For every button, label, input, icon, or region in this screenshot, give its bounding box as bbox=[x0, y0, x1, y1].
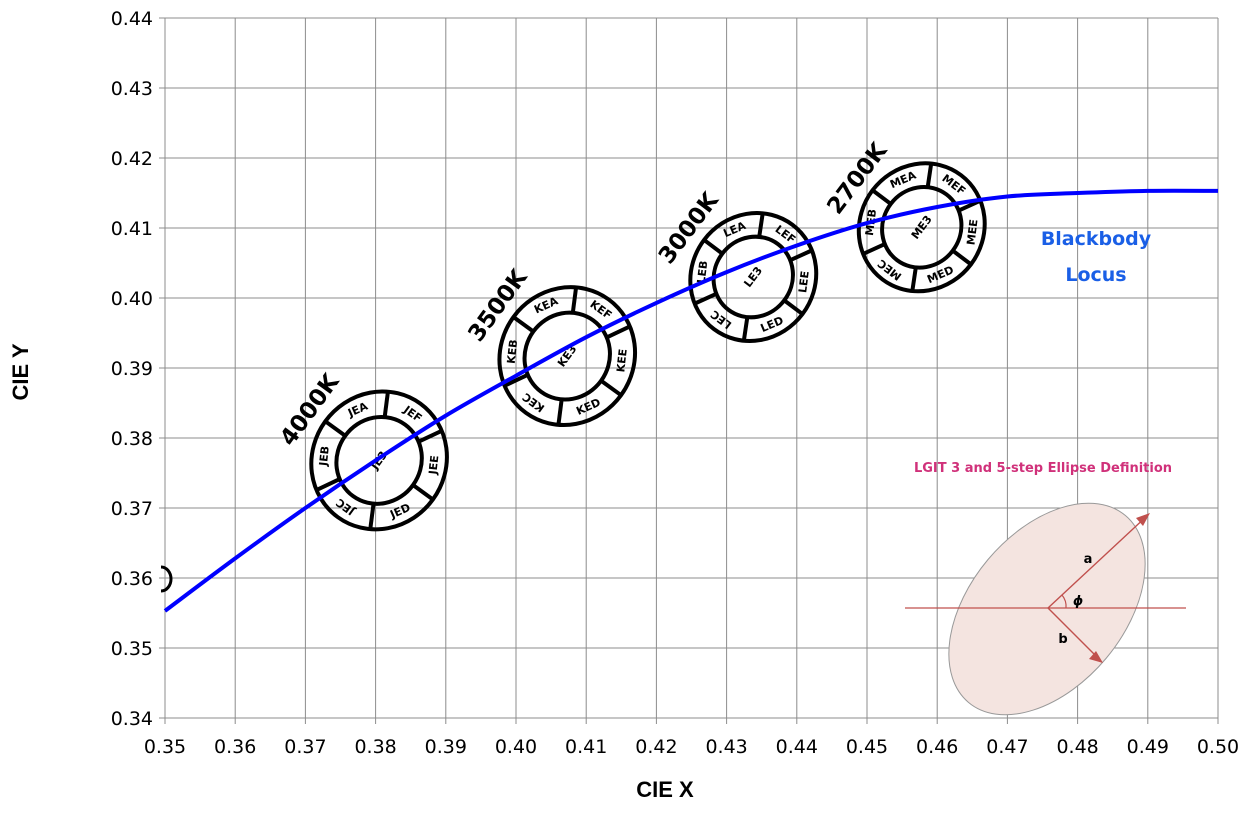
bin-segment-divider bbox=[570, 287, 579, 314]
bin-segment-divider bbox=[789, 248, 813, 263]
bin-segment-divider bbox=[556, 399, 564, 426]
x-tick-label: 0.48 bbox=[1056, 736, 1098, 758]
inset-arrowhead-a bbox=[1136, 513, 1150, 526]
bin-segment-divider bbox=[599, 379, 623, 397]
bin-segment-label: KEB bbox=[505, 339, 520, 365]
y-tick-label: 0.42 bbox=[111, 148, 153, 170]
bin-segment-divider bbox=[693, 291, 718, 306]
inset-title: LGIT 3 and 5-step Ellipse Definition bbox=[914, 461, 1172, 476]
y-axis-title: CIE Y bbox=[8, 343, 33, 400]
y-tick-label: 0.35 bbox=[111, 638, 153, 660]
bin-segment-divider bbox=[910, 267, 918, 292]
bin-segment-label: LEB bbox=[695, 260, 711, 284]
y-tick-label: 0.36 bbox=[111, 568, 153, 590]
bin-segment-divider bbox=[702, 238, 724, 256]
bin-segment-divider bbox=[382, 391, 390, 418]
inset-major-axis-arrow bbox=[1047, 514, 1149, 609]
inset-angle-arc bbox=[1061, 594, 1067, 609]
x-tick-label: 0.47 bbox=[986, 736, 1028, 758]
x-tick-label: 0.42 bbox=[635, 736, 677, 758]
bin-segment-divider bbox=[783, 298, 804, 316]
y-tick-label: 0.43 bbox=[111, 78, 153, 100]
inset-label-phi: ϕ bbox=[1073, 594, 1083, 609]
bin-segment-divider bbox=[324, 419, 347, 438]
bin-segment-divider bbox=[503, 372, 529, 388]
x-tick-label: 0.40 bbox=[495, 736, 537, 758]
x-tick-label: 0.49 bbox=[1127, 736, 1169, 758]
bin-segment-divider bbox=[741, 316, 750, 341]
inset-minor-axis-arrow bbox=[1047, 607, 1101, 661]
x-tick-label: 0.39 bbox=[425, 736, 467, 758]
bin-segment-label: KEE bbox=[614, 348, 629, 373]
bin-center-label: ME3 bbox=[909, 213, 935, 242]
bin-segment-divider bbox=[925, 163, 934, 188]
y-tick-label: 0.38 bbox=[111, 428, 153, 450]
x-tick-label: 0.50 bbox=[1197, 736, 1239, 758]
bin-segment-divider bbox=[417, 428, 443, 444]
x-tick-label: 0.46 bbox=[916, 736, 958, 758]
bin-inner-ellipse bbox=[522, 310, 612, 402]
y-tick-label: 0.37 bbox=[111, 498, 153, 520]
y-tick-label: 0.39 bbox=[111, 358, 153, 380]
bin-segment-label: JEB bbox=[317, 445, 332, 467]
x-tick-label: 0.36 bbox=[214, 736, 256, 758]
bin-segment-label: JED bbox=[387, 501, 412, 522]
bin-segment-label: LEE bbox=[796, 270, 812, 293]
y-tick-labels: 0.34 0.35 0.36 0.37 0.38 0.39 0.40 0.41 0.42 0.43… bbox=[111, 8, 153, 730]
bin-segment-divider bbox=[862, 242, 886, 256]
bin-segment-divider bbox=[951, 249, 973, 266]
bin-segment-divider bbox=[411, 483, 435, 502]
grid-lines bbox=[159, 17, 1219, 724]
x-tick-label: 0.35 bbox=[144, 736, 186, 758]
y-tick-label: 0.34 bbox=[111, 708, 153, 730]
bin-segment-label: JEE bbox=[426, 455, 441, 476]
y-tick-label: 0.40 bbox=[111, 288, 153, 310]
x-tick-label: 0.43 bbox=[705, 736, 747, 758]
x-axis-title: CIE X bbox=[636, 777, 694, 802]
bin-segment-divider bbox=[315, 477, 341, 492]
ellipse-definition-inset: LGIT 3 and 5-step Ellipse Definition a b… bbox=[905, 461, 1186, 716]
inset-label-a: a bbox=[1084, 552, 1093, 567]
inset-ellipse bbox=[948, 502, 1146, 716]
inset-label-b: b bbox=[1058, 632, 1067, 647]
y-tick-label: 0.41 bbox=[111, 218, 153, 240]
bin-center-label: LE3 bbox=[741, 264, 765, 290]
bin-segment-divider bbox=[605, 324, 631, 340]
x-tick-label: 0.45 bbox=[846, 736, 888, 758]
x-tick-label: 0.38 bbox=[354, 736, 396, 758]
x-tick-label: 0.44 bbox=[776, 736, 818, 758]
bin-segment-divider bbox=[368, 503, 376, 530]
blackbody-locus-line bbox=[163, 188, 1219, 613]
locus-label-line2: Locus bbox=[1065, 264, 1126, 286]
partial-marker bbox=[160, 565, 173, 593]
bin-segment-label: JEA bbox=[345, 399, 370, 420]
x-tick-label: 0.37 bbox=[284, 736, 326, 758]
x-tick-label: 0.41 bbox=[565, 736, 607, 758]
bin-segment-divider bbox=[757, 213, 765, 238]
locus-label-line1: Blackbody bbox=[1041, 228, 1152, 250]
x-tick-labels: 0.35 0.36 0.37 0.38 0.39 0.40 0.41 0.42 0.43 0.44… bbox=[144, 736, 1239, 758]
inset-arrowhead-b bbox=[1089, 651, 1103, 663]
bin-segment-label: MEE bbox=[964, 219, 980, 246]
bin-segment-divider bbox=[871, 188, 892, 206]
bin-segment-divider bbox=[512, 315, 535, 334]
y-tick-label: 0.44 bbox=[111, 8, 153, 30]
